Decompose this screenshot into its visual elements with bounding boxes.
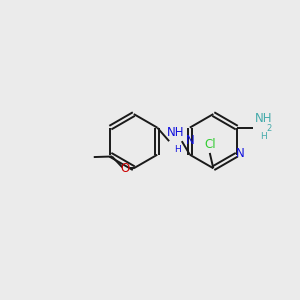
Text: H: H	[174, 145, 181, 154]
Text: NH: NH	[254, 112, 272, 125]
Text: N: N	[185, 134, 194, 147]
Text: NH: NH	[167, 126, 184, 139]
Text: Cl: Cl	[204, 138, 216, 151]
Text: N: N	[236, 147, 245, 160]
Text: O: O	[120, 162, 130, 175]
Text: 2: 2	[267, 124, 272, 133]
Text: H: H	[260, 132, 266, 141]
